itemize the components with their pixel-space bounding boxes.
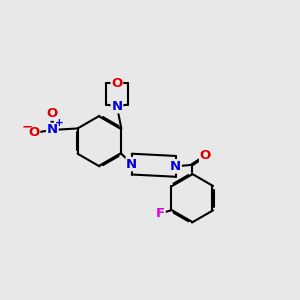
Text: N: N bbox=[126, 158, 137, 171]
Text: O: O bbox=[200, 149, 211, 162]
Text: N: N bbox=[47, 123, 58, 136]
Text: O: O bbox=[111, 77, 122, 90]
Text: O: O bbox=[28, 126, 40, 140]
Text: O: O bbox=[46, 107, 58, 120]
Text: +: + bbox=[55, 118, 63, 128]
Text: N: N bbox=[111, 100, 122, 113]
Text: −: − bbox=[22, 121, 33, 134]
Text: N: N bbox=[170, 160, 181, 173]
Text: F: F bbox=[156, 207, 165, 220]
